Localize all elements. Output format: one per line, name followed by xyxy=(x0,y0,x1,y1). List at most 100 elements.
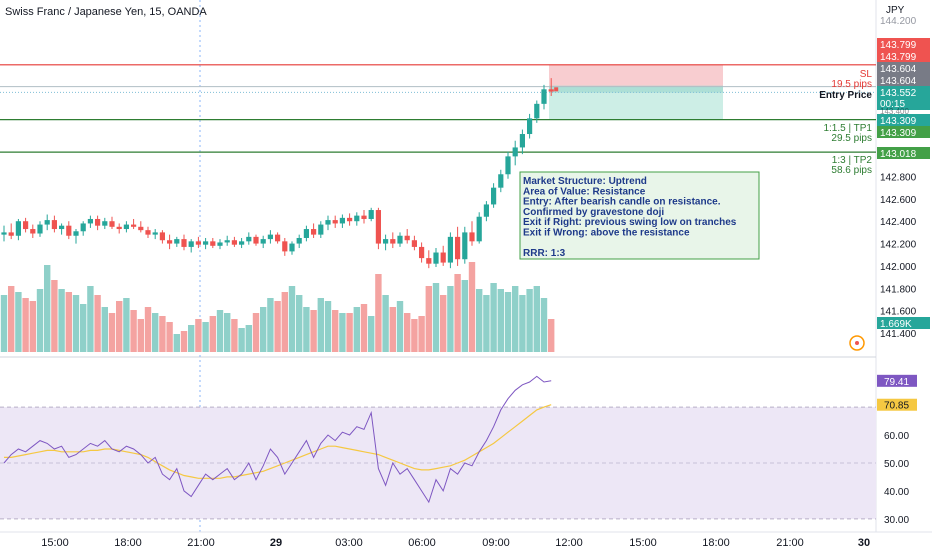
candle-body xyxy=(44,220,50,225)
volume-bar xyxy=(130,310,137,352)
time-tick-label: 29 xyxy=(270,537,282,549)
alert-icon-dot xyxy=(855,341,859,345)
volume-bar xyxy=(22,298,29,352)
volume-bar xyxy=(533,286,540,352)
volume-bar xyxy=(137,319,144,352)
rsi-line xyxy=(3,375,552,504)
sl-badge-1: 143.799 xyxy=(880,40,917,51)
volume-bar xyxy=(123,298,130,352)
candle-body xyxy=(167,240,173,244)
candle-body xyxy=(419,246,425,259)
annotation-line: Market Structure: Uptrend xyxy=(523,176,647,187)
volume-bar xyxy=(238,328,245,352)
rsi-tick-label: 30.00 xyxy=(884,515,909,526)
volume-bar xyxy=(152,313,159,352)
volume-bar xyxy=(476,289,483,352)
candle-body xyxy=(203,241,209,245)
candle-body xyxy=(455,236,461,260)
rsi-value-badge-bg xyxy=(877,374,917,387)
candle-body xyxy=(548,89,554,92)
rsi-value-badge: 79.41 xyxy=(884,377,909,388)
volume-bar xyxy=(65,292,72,352)
entry-badge-2-bg xyxy=(877,74,930,86)
annotation-line: Exit if Right: previous swing low on tra… xyxy=(523,217,737,228)
volume-bar xyxy=(51,280,58,352)
candle-body xyxy=(534,103,540,119)
candle-body xyxy=(217,242,223,246)
hidden-tick-label: 143.400 xyxy=(880,107,909,116)
volume-bar xyxy=(346,313,353,352)
candle-body xyxy=(159,232,165,241)
volume-bar xyxy=(324,301,332,352)
time-tick-label: 15:00 xyxy=(41,537,69,549)
symbol-title: Swiss Franc / Japanese Yen, 15, OANDA xyxy=(5,6,207,18)
volume-bar xyxy=(404,313,411,352)
candle-body xyxy=(275,234,281,242)
volume-bar xyxy=(468,262,476,352)
volume-bar xyxy=(360,304,368,352)
volume-bar xyxy=(425,286,432,352)
candle-body xyxy=(15,221,21,236)
tp1-pips-label: 29.5 pips xyxy=(831,133,872,144)
candle-body xyxy=(195,241,201,245)
candle-body xyxy=(102,221,108,226)
tp2-pips-label: 58.6 pips xyxy=(831,165,872,176)
entry-band xyxy=(549,85,723,93)
tp2-badge-bg xyxy=(877,147,930,159)
candle-body xyxy=(519,134,525,148)
sl-label: SL xyxy=(860,69,873,80)
candle-body xyxy=(109,221,115,227)
candle-body xyxy=(318,224,324,235)
volume-bar xyxy=(353,307,360,352)
time-tick-label: 21:00 xyxy=(776,537,804,549)
candle-body xyxy=(354,215,360,222)
volume-bar xyxy=(440,295,447,352)
candle-body xyxy=(483,204,489,217)
volume-bar xyxy=(0,295,8,352)
candle-body xyxy=(447,236,453,263)
volume-bar xyxy=(303,307,310,352)
volume-bar xyxy=(108,313,116,352)
candle-body xyxy=(303,229,309,238)
volume-bar xyxy=(339,313,346,352)
alert-icon[interactable] xyxy=(849,335,865,351)
candle-body xyxy=(426,258,432,264)
annotation-line: Entry: After bearish candle on resistanc… xyxy=(523,197,721,208)
volume-bar xyxy=(332,310,339,352)
volume-bar xyxy=(15,292,22,352)
volume-bar xyxy=(116,301,123,352)
price-tick-label: 142.000 xyxy=(880,262,917,273)
rsi-tick-label: 60.00 xyxy=(884,431,909,442)
volume-bar xyxy=(209,316,216,352)
volume-bar xyxy=(29,301,36,352)
tp1-badge-1-bg xyxy=(877,114,930,126)
tp2-badge: 143.018 xyxy=(880,149,917,160)
candle-body xyxy=(145,230,151,235)
volume-bar xyxy=(166,322,173,352)
candle-body xyxy=(311,229,317,235)
entry-badge-1: 143.604 xyxy=(880,64,917,75)
candle-body xyxy=(347,217,353,222)
candle-body xyxy=(152,232,158,235)
candle-body xyxy=(73,231,79,236)
candle-body xyxy=(181,239,187,247)
candle-body xyxy=(95,218,101,226)
entry-badge-2: 143.604 xyxy=(880,76,917,87)
volume-bar xyxy=(195,319,202,352)
volume-bar xyxy=(512,286,519,352)
candle-body xyxy=(210,241,216,246)
time-tick-label: 03:00 xyxy=(335,537,363,549)
volume-bar xyxy=(159,316,166,352)
candle-body xyxy=(260,239,266,244)
candle-body xyxy=(289,243,295,252)
candle-body xyxy=(512,147,518,157)
annotation-line: RRR: 1:3 xyxy=(523,248,566,259)
price-tick-label: 141.800 xyxy=(880,284,917,295)
annotation-line: Area of Value: Resistance xyxy=(523,186,646,197)
time-tick-label: 18:00 xyxy=(114,537,142,549)
candle-body xyxy=(440,252,446,263)
volume-bar xyxy=(288,286,296,352)
annotation-box xyxy=(519,171,760,260)
volume-bar xyxy=(504,292,512,352)
